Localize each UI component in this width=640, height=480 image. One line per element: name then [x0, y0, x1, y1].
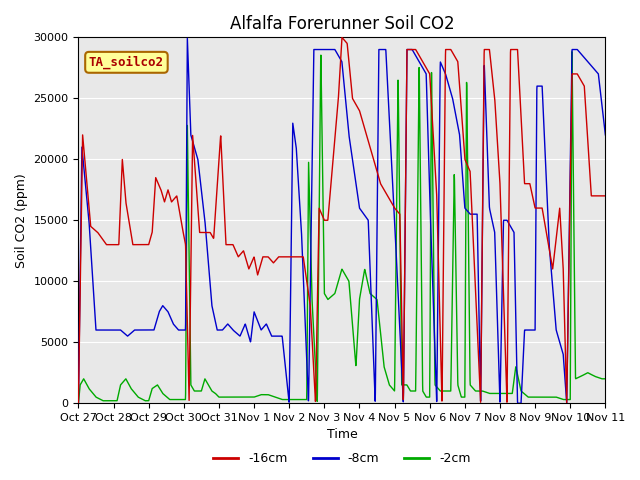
- Y-axis label: Soil CO2 (ppm): Soil CO2 (ppm): [15, 173, 28, 268]
- Legend: -16cm, -8cm, -2cm: -16cm, -8cm, -2cm: [208, 447, 476, 470]
- Text: TA_soilco2: TA_soilco2: [89, 56, 164, 69]
- Title: Alfalfa Forerunner Soil CO2: Alfalfa Forerunner Soil CO2: [230, 15, 454, 33]
- X-axis label: Time: Time: [326, 429, 357, 442]
